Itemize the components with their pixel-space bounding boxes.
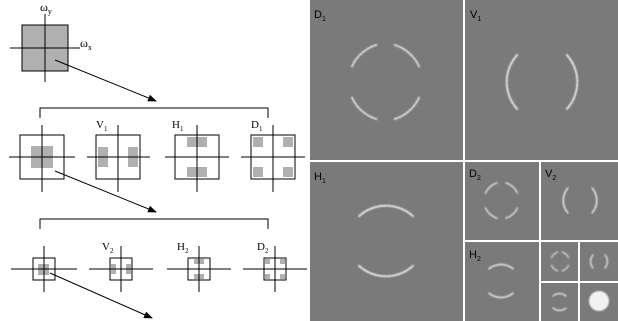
subband-panel-v2: V2 [541,162,618,240]
panel-label-h2: H2 [469,249,481,263]
omega-x-label: ωx [80,36,92,52]
subband-panel-d3 [541,242,578,281]
level-1-diagonal-tile [241,125,305,192]
level-1-lowpass-tile [9,125,75,192]
subband-panel-v3 [580,242,618,281]
level-1-d-label: D1 [251,119,263,133]
level-2-v-label: V2 [102,241,114,255]
subband-panel-v1: V1 [465,0,618,160]
level-2-h-label: H2 [177,241,189,255]
subband-panel-d1: D1 [310,0,463,160]
decomposition-arrow-2 [54,170,157,213]
level-2-lowpass-tile [11,246,77,292]
level-2-bracket [39,218,269,229]
level-1-v-label: V1 [96,119,108,133]
level-1-bracket [39,107,269,118]
decomposition-arrow-1 [54,59,157,102]
level-2-diagonal-tile [243,246,307,292]
level-2-horizontal-tile [167,246,231,292]
omega-y-label: ωy [40,0,52,16]
panel-label-v2: V2 [545,168,556,182]
level-1-horizontal-tile [165,125,229,192]
panel-label-d2: D2 [469,168,481,182]
level-2-d-label: D2 [257,241,269,255]
level-1-h-label: H1 [172,119,184,133]
level-1-vertical-tile [87,125,150,192]
lowpass-residual-panel [580,283,618,321]
subband-panel-h1: H1 [310,162,463,321]
decomposition-arrow-3 [49,272,153,319]
subband-panel-h2: H2 [465,242,539,321]
panel-label-h1: H1 [314,171,326,185]
subband-panel-d2: D2 [465,162,539,240]
panel-label-d1: D1 [314,9,326,23]
spectrum-square [10,14,80,82]
subband-panel-h3 [541,283,578,321]
frequency-tiling-diagram: ωy ωx [9,0,307,319]
panel-label-v1: V1 [470,9,481,23]
level-2-vertical-tile [89,246,153,292]
subband-image-mosaic: D1 V1 H1 [310,0,618,321]
